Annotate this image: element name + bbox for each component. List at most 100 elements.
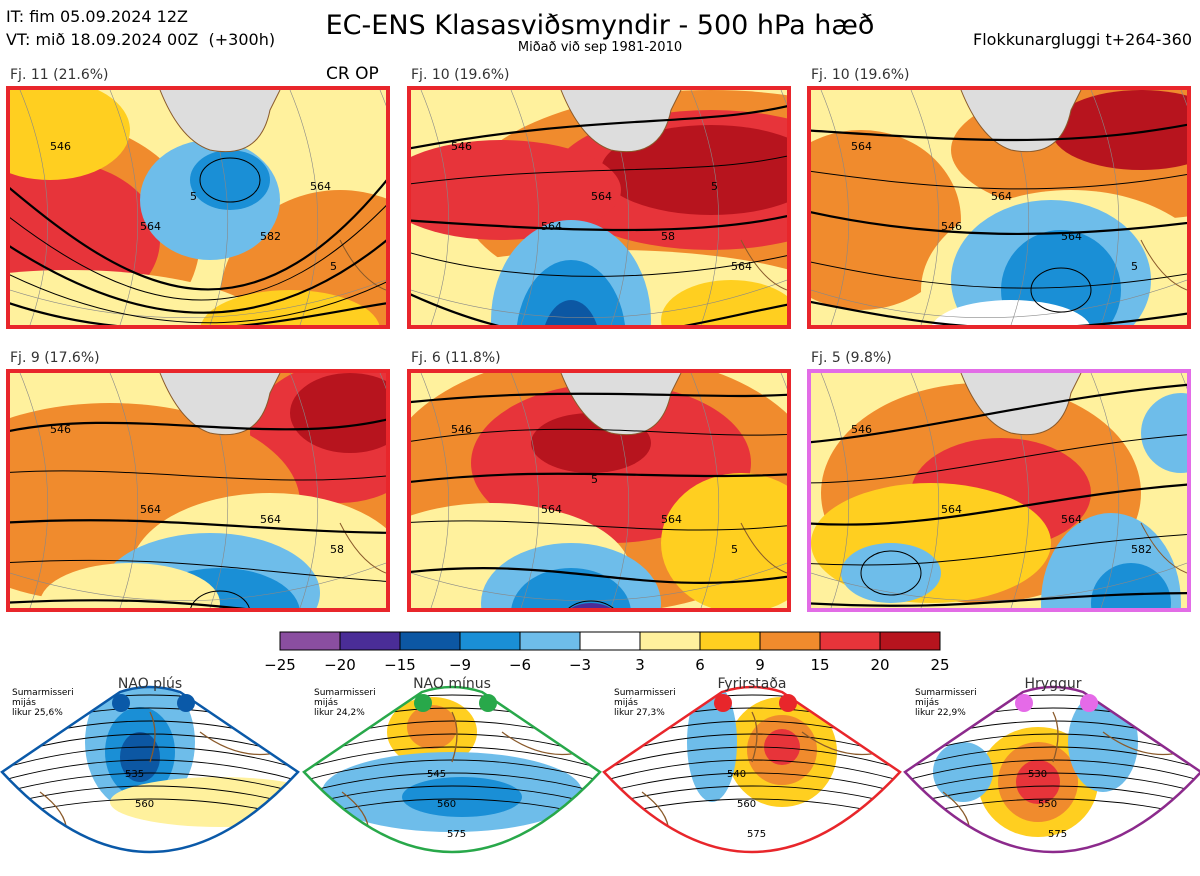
cluster-map-4[interactable]: 546 564 564 58 — [6, 369, 390, 612]
anomaly-area — [1141, 393, 1187, 473]
regime-3[interactable]: 540 560 575 Fyrirstaða Sumarmisseri mijás liku… — [602, 672, 902, 872]
regime-note-line: mijás — [314, 698, 338, 708]
anomaly-area — [511, 568, 631, 608]
height-contour — [411, 567, 787, 584]
regime-anomaly — [764, 729, 800, 765]
height-contour — [10, 274, 386, 324]
anomaly-area — [1051, 90, 1187, 170]
regime-contour-label: 575 — [747, 829, 766, 840]
anomaly-area — [661, 280, 787, 325]
cluster-map-canvas: 546 564 564 5 5 — [411, 373, 787, 608]
anomaly-area — [811, 130, 961, 310]
regime-contour-label: 560 — [437, 799, 456, 810]
contour-label: 58 — [661, 230, 675, 243]
cluster-map-canvas: 564 546 564 5 564 — [811, 90, 1187, 325]
valid-time: VT: mið 18.09.2024 00Z — [6, 30, 199, 49]
regime-note: Sumarmisseri mijás likur 27,3% — [614, 688, 676, 718]
operational-marker: CR OP — [326, 64, 379, 84]
contour-label: 564 — [140, 503, 161, 516]
contour-label: 5 — [731, 543, 738, 556]
height-contour — [811, 300, 1187, 325]
regime-contour — [304, 746, 600, 773]
page-subtitle: Miðað við sep 1981-2010 — [517, 40, 683, 55]
regime-note-line: likur 22,9% — [915, 708, 966, 718]
height-contour — [411, 293, 787, 325]
height-contour — [10, 519, 386, 534]
cluster-map-1[interactable]: 546 564 582 5 5 564 — [6, 86, 390, 329]
cluster-map-5[interactable]: 546 564 564 5 5 — [407, 369, 791, 612]
cluster-map-2[interactable]: 546 564 58 564 564 5 — [407, 86, 791, 329]
contour-label: 564 — [661, 513, 682, 526]
regime-frame — [903, 685, 1200, 854]
contour-label: 546 — [451, 140, 472, 153]
contour-label: 582 — [1131, 543, 1152, 556]
cluster-label-6: Fj. 5 (9.8%) — [811, 350, 892, 366]
anomaly-area — [290, 373, 386, 453]
height-contour — [411, 428, 787, 442]
issue-time: IT: fim 05.09.2024 12Z — [6, 7, 188, 26]
regime-dot — [1080, 694, 1098, 712]
regime-contour — [2, 772, 298, 797]
height-contour — [811, 383, 1187, 444]
contour-label: 546 — [941, 220, 962, 233]
contour-label: 5 — [591, 473, 598, 486]
anomaly-area — [571, 603, 611, 608]
height-contour — [411, 392, 787, 404]
contour-label: 564 — [851, 140, 872, 153]
colorbar-swatch — [759, 631, 821, 651]
regime-note: Sumarmisseri mijás likur 22,9% — [915, 688, 977, 718]
regime-dot — [414, 694, 432, 712]
cluster-label-1: Fj. 11 (21.6%) — [10, 67, 109, 83]
cluster-map-3[interactable]: 564 546 564 5 564 — [807, 86, 1191, 329]
regime-map: 530 550 575 — [903, 685, 1200, 854]
height-contour — [10, 470, 386, 481]
regime-contour-label: 560 — [135, 799, 154, 810]
regime-dot — [779, 694, 797, 712]
height-contour — [811, 483, 1187, 526]
regime-note-line: mijás — [915, 698, 939, 708]
regime-dot — [177, 694, 195, 712]
low-contour — [860, 550, 922, 596]
regime-note: Sumarmisseri mijás likur 24,2% — [314, 688, 376, 718]
regime-contour — [905, 772, 1200, 797]
height-contour — [811, 170, 1187, 190]
regime-2[interactable]: 545 560 575 NAO mínus Sumarmisseri mijás likur… — [302, 672, 602, 872]
regime-contour-label: 550 — [1038, 799, 1057, 810]
contour-label: 564 — [140, 220, 161, 233]
regime-anomaly — [687, 687, 737, 802]
colorbar-swatch — [639, 631, 701, 651]
contour-label: 564 — [941, 503, 962, 516]
height-contour — [411, 472, 787, 483]
regime-contour — [2, 746, 298, 773]
regime-anomaly — [402, 777, 522, 817]
anomaly-area — [661, 473, 787, 608]
contour-label: 564 — [541, 220, 562, 233]
regime-contour-label: 530 — [1028, 769, 1047, 780]
contour-label: 564 — [310, 180, 331, 193]
regime-contour — [905, 746, 1200, 773]
regime-contour — [304, 785, 600, 809]
regime-1[interactable]: 535 560 NAO plús Sumarmisseri mijás likur 25,… — [0, 672, 300, 872]
height-contour — [811, 533, 1187, 566]
cluster-map-canvas: 546 564 582 5 5 564 — [10, 90, 386, 325]
colorbar-swatch — [279, 631, 341, 651]
cluster-map-6[interactable]: 546 564 564 582 — [807, 369, 1191, 612]
contour-label: 564 — [731, 260, 752, 273]
height-contour — [811, 434, 1187, 484]
low-contour — [568, 600, 614, 608]
anomaly-area — [932, 300, 1090, 325]
contour-label: 564 — [991, 190, 1012, 203]
regime-note-line: Sumarmisseri — [12, 688, 74, 698]
regime-note-line: Sumarmisseri — [915, 688, 977, 698]
regime-contour-label: 540 — [727, 769, 746, 780]
cluster-label-4: Fj. 9 (17.6%) — [10, 350, 100, 366]
regime-4[interactable]: 530 550 575 Hryggur Sumarmisseri mijás likur 2… — [903, 672, 1200, 872]
height-contour — [811, 123, 1187, 142]
height-contour — [811, 261, 1187, 289]
anomaly-area — [841, 543, 941, 603]
regime-anomaly — [933, 742, 993, 802]
regime-contour — [604, 772, 900, 797]
colorbar-swatch — [879, 631, 941, 651]
colorbar-swatch — [579, 631, 641, 651]
regime-contour-label: 575 — [1048, 829, 1067, 840]
